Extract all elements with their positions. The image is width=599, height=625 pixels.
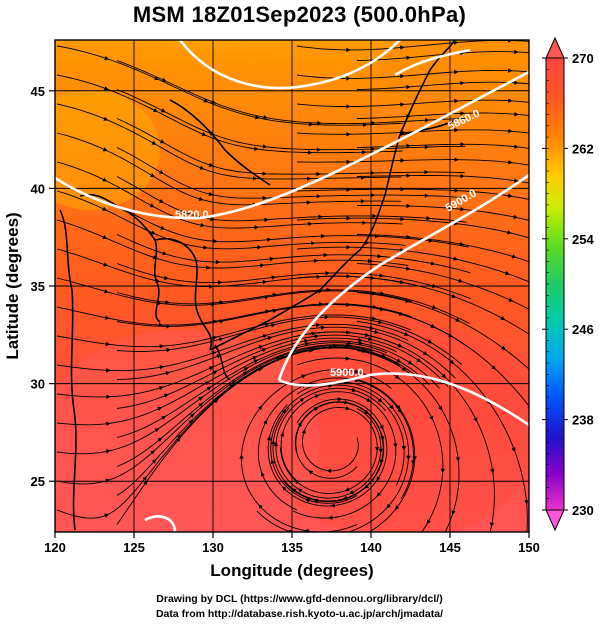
streamline [56,161,403,229]
colorbar: 270 262 254 246 238 230 [542,36,594,532]
streamline [56,303,413,326]
streamline [116,147,466,199]
streamline [296,357,444,532]
colorbar-bottom-arrow [545,509,565,532]
y-tick-label: 40 [31,181,45,196]
streamline [116,304,467,347]
streamline [356,112,529,119]
chart-title: MSM 18Z01Sep2023 (500.0hPa) [132,2,467,27]
credit-drawing: Drawing by DCL (https://www.gfd-dennou.o… [156,593,443,605]
x-tick-label: 135 [281,540,303,555]
streamline [280,391,397,519]
streamline [56,314,412,348]
streamline [296,188,529,200]
streamline [116,289,470,324]
streamline [116,316,462,365]
x-tick-label: 150 [518,540,540,555]
x-tick-label: 125 [123,540,145,555]
streamline [275,387,387,499]
x-tick-label: 130 [202,540,224,555]
height-contours [55,40,529,532]
streamline [357,204,529,221]
streamline [356,234,529,263]
streamline [296,159,529,166]
y-tick-label: 30 [31,377,45,392]
streamline [56,331,404,398]
colorbar-label: 238 [572,413,594,428]
streamline [356,321,528,532]
x-tick-label: 145 [439,540,461,555]
x-tick-label: 140 [360,540,382,555]
streamline [356,81,529,90]
streamline [267,398,388,507]
colorbar-label: 230 [572,503,594,518]
streamline [356,292,529,370]
streamline [356,263,529,310]
colorbar-label: 254 [572,232,594,247]
wind-streamlines [56,40,529,532]
streamline [116,340,440,438]
x-tick-label: 120 [44,540,66,555]
streamline [56,277,413,306]
streamline [283,401,385,503]
credit-data: Data from http://database.rish.kyoto-u.a… [155,608,444,620]
streamline [296,217,529,239]
streamline [56,132,402,206]
colorbar-label: 246 [572,322,594,337]
colorbar-top-arrow [545,36,565,59]
streamline [56,323,409,372]
streamline [257,377,414,511]
streamline [56,45,404,126]
streamline [270,384,405,504]
streamline [116,205,469,248]
streamline [56,345,374,485]
streamline [116,176,467,223]
coastlines [59,40,456,531]
contour-label: 5900.0 [330,367,364,379]
streamline [356,175,529,184]
streamline [116,344,430,467]
streamline [116,118,465,175]
colorbar-label: 270 [572,51,594,66]
y-tick-label: 25 [31,474,45,489]
streamline [116,347,401,525]
streamline [356,379,416,532]
y-tick-label: 35 [31,279,45,294]
streamline [240,369,392,532]
streamline [296,246,529,283]
streamline [56,342,388,455]
streamline [56,190,406,250]
streamline [116,263,471,300]
x-axis: 120 125 130 135 140 145 150 [44,532,540,555]
x-axis-title: Longitude (degrees) [210,561,373,580]
y-axis-title: Latitude (degrees) [3,212,22,359]
streamline [56,103,402,180]
streamline [56,74,403,154]
streamline [279,406,378,494]
streamline [116,89,466,151]
contour-label: 5820.0 [175,209,209,221]
streamline [116,326,456,380]
colorbar-label: 262 [572,141,594,156]
streamline [116,334,449,409]
streamline [356,350,460,532]
y-tick-label: 45 [31,84,45,99]
y-axis: 25 30 35 40 45 [31,84,55,489]
